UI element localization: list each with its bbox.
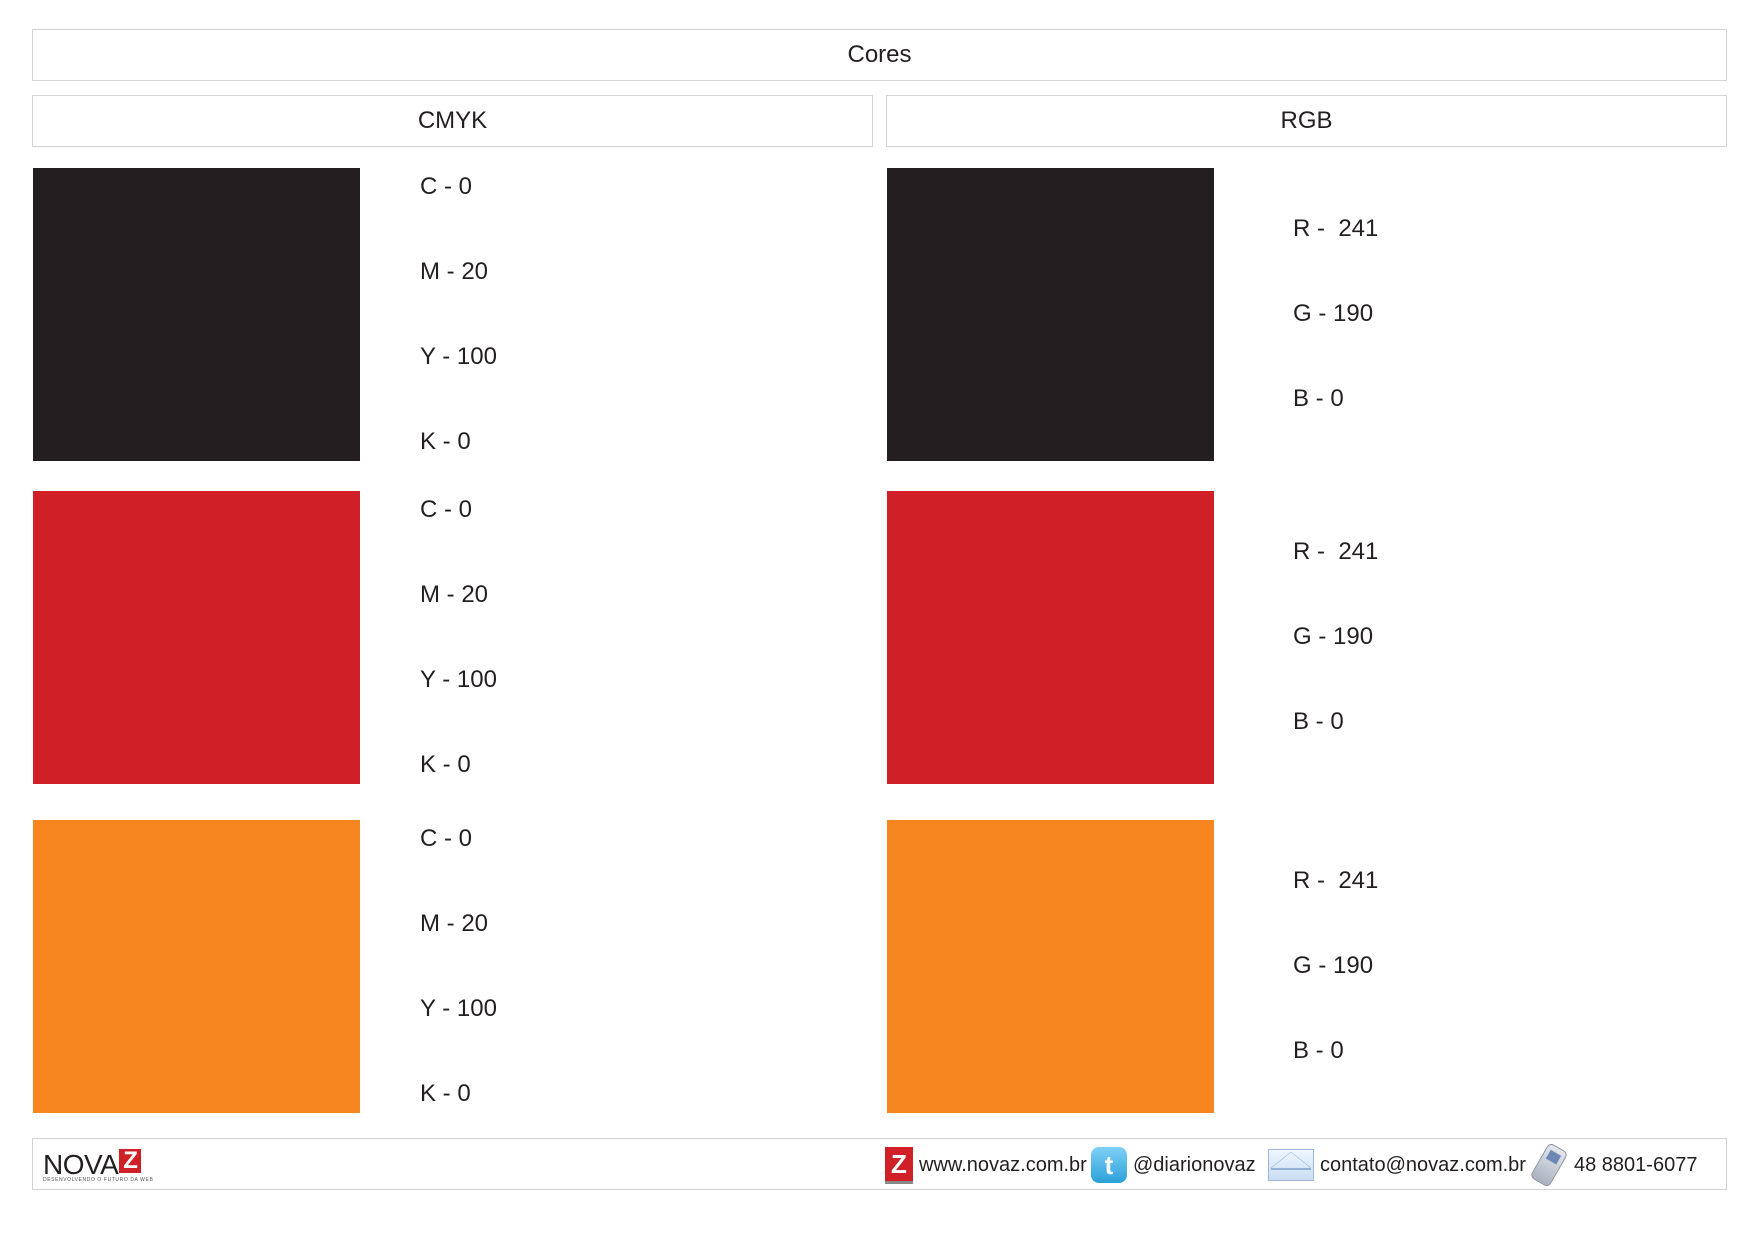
cmyk-swatch-2 [33,491,360,784]
rgb-swatch-1 [887,168,1214,461]
rgb-value: G - 190 [1293,300,1374,327]
phone-contact[interactable]: 48 8801-6077 [1529,1139,1698,1191]
mail-icon [1268,1149,1314,1181]
cmyk-value: K - 0 [420,751,471,778]
cmyk-value: Y - 100 [420,343,497,370]
cmyk-value: C - 0 [420,496,473,523]
twitter-handle[interactable]: @diarionovaz [1133,1153,1256,1176]
rgb-value: R - 241 [1293,538,1379,565]
email-link[interactable]: contato@novaz.com.br [1320,1153,1526,1176]
logo-tagline: DESENVOLVENDO O FUTURO DA WEB [43,1177,154,1183]
cmyk-value: K - 0 [420,1080,471,1107]
cmyk-value: C - 0 [420,825,473,852]
cmyk-value: M - 20 [420,581,489,608]
phone-icon [1529,1142,1569,1188]
email-contact[interactable]: contato@novaz.com.br [1268,1139,1526,1191]
cmyk-swatch-1 [33,168,360,461]
rgb-value: G - 190 [1293,623,1374,650]
page-title: Cores [32,29,1727,81]
cmyk-value: Y - 100 [420,995,497,1022]
cmyk-value: Y - 100 [420,666,497,693]
logo-mark: Z [119,1149,142,1173]
rgb-value: B - 0 [1293,385,1344,412]
phone-number[interactable]: 48 8801-6077 [1574,1153,1698,1176]
logo-wordmark: NOVA [43,1149,119,1180]
rgb-value: G - 190 [1293,952,1374,979]
cmyk-swatch-3 [33,820,360,1113]
rgb-swatch-3 [887,820,1214,1113]
rgb-column-header: RGB [886,95,1727,147]
rgb-value: B - 0 [1293,1037,1344,1064]
rgb-value: R - 241 [1293,215,1379,242]
cmyk-value: M - 20 [420,910,489,937]
cmyk-value: M - 20 [420,258,489,285]
novaz-logo-icon: NOVA Z [43,1149,142,1181]
rgb-value: R - 241 [1293,867,1379,894]
website-link[interactable]: www.novaz.com.br [919,1153,1087,1176]
twitter-icon: t [1091,1147,1127,1183]
rgb-value: B - 0 [1293,708,1344,735]
cmyk-value: K - 0 [420,428,471,455]
novaz-z-icon: Z [885,1146,913,1184]
cmyk-column-header: CMYK [32,95,873,147]
cmyk-value: C - 0 [420,173,473,200]
twitter-contact[interactable]: t @diarionovaz [1091,1139,1256,1191]
rgb-swatch-2 [887,491,1214,784]
